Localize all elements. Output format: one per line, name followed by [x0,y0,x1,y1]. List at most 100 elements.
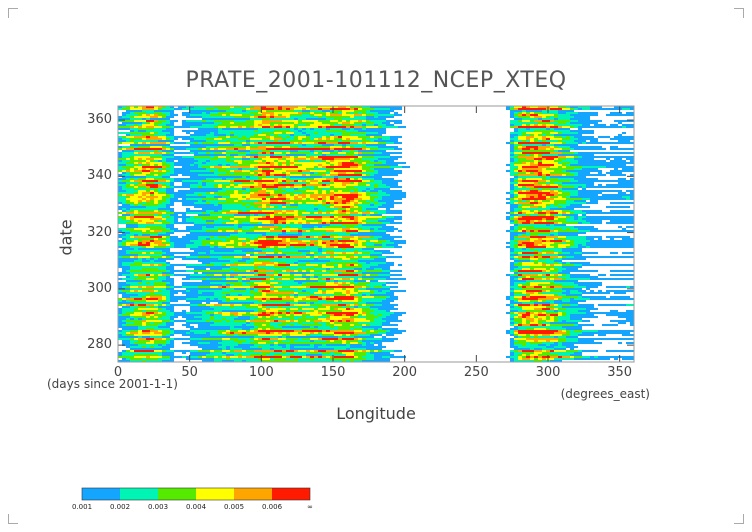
heatmap-cell [374,200,378,202]
heatmap-cell [582,120,586,122]
heatmap-cell [122,210,126,212]
heatmap-cell [178,178,182,180]
heatmap-cell [182,174,186,176]
heatmap-cell [226,192,230,194]
heatmap-cell [242,108,246,110]
heatmap-cell [258,130,262,132]
heatmap-cell [294,114,298,116]
heatmap-cell [290,106,294,108]
heatmap-cell [526,196,530,198]
heatmap-cell [146,190,150,192]
heatmap-cell [138,178,142,180]
heatmap-cell [574,160,578,162]
heatmap-cell [610,194,614,196]
heatmap-cell [238,148,242,150]
heatmap-cell [126,170,130,172]
heatmap-cell [286,158,290,160]
heatmap-cell [282,166,286,168]
heatmap-cell [546,202,550,204]
heatmap-cell [570,160,574,162]
heatmap-cell [554,190,558,192]
heatmap-cell [154,206,158,208]
heatmap-cell [246,126,250,128]
heatmap-cell [154,108,158,110]
heatmap-cell [182,168,186,170]
heatmap-cell [198,130,202,132]
heatmap-cell [350,130,354,132]
heatmap-cell [538,130,542,132]
heatmap-cell [246,108,250,110]
heatmap-cell [538,198,542,200]
heatmap-cell [342,112,346,114]
heatmap-cell [218,132,222,134]
heatmap-cell [350,204,354,206]
heatmap-cell [578,178,582,180]
heatmap-cell [298,162,302,164]
heatmap-cell [610,198,614,200]
heatmap-cell [290,110,294,112]
heatmap-cell [310,130,314,132]
heatmap-cell [630,180,634,182]
heatmap-cell [334,154,338,156]
heatmap-cell [374,122,378,124]
heatmap-cell [310,140,314,142]
heatmap-cell [270,106,274,108]
heatmap-cell [214,124,218,126]
heatmap-cell [554,154,558,156]
heatmap-cell [382,188,386,190]
heatmap-cell [218,148,222,150]
heatmap-cell [330,190,334,192]
heatmap-cell [306,176,310,178]
heatmap-cell [150,182,154,184]
heatmap-cell [226,108,230,110]
heatmap-cell [630,158,634,160]
heatmap-cell [274,172,278,174]
heatmap-cell [550,150,554,152]
heatmap-cell [170,180,174,182]
heatmap-cell [154,134,158,136]
heatmap-cell [554,186,558,188]
heatmap-cell [358,172,362,174]
heatmap-cell [130,132,134,134]
heatmap-cell [190,188,194,190]
heatmap-cell [614,172,618,174]
heatmap-cell [258,172,262,174]
heatmap-cell [254,152,258,154]
heatmap-cell [142,136,146,138]
heatmap-cell [390,136,394,138]
heatmap-cell [230,178,234,180]
heatmap-cell [302,196,306,198]
heatmap-cell [534,198,538,200]
heatmap-cell [618,190,622,192]
heatmap-cell [250,178,254,180]
heatmap-cell [314,156,318,158]
heatmap-cell [274,166,278,168]
heatmap-cell [358,138,362,140]
heatmap-cell [322,126,326,128]
heatmap-cell [262,178,266,180]
heatmap-cell [122,174,126,176]
heatmap-cell [566,204,570,206]
heatmap-cell [570,114,574,116]
heatmap-cell [358,134,362,136]
heatmap-cell [150,114,154,116]
heatmap-cell [194,152,198,154]
heatmap-cell [246,176,250,178]
heatmap-cell [138,186,142,188]
heatmap-cell [214,128,218,130]
heatmap-cell [402,166,406,168]
heatmap-cell [282,164,286,166]
heatmap-cell [230,162,234,164]
heatmap-cell [342,188,346,190]
heatmap-cell [278,210,282,212]
heatmap-cell [230,170,234,172]
heatmap-cell [382,174,386,176]
heatmap-cell [330,198,334,200]
heatmap-cell [514,128,518,130]
heatmap-cell [558,166,562,168]
heatmap-cell [354,120,358,122]
heatmap-cell [234,208,238,210]
heatmap-cell [530,138,534,140]
heatmap-cell [170,132,174,134]
heatmap-cell [154,112,158,114]
